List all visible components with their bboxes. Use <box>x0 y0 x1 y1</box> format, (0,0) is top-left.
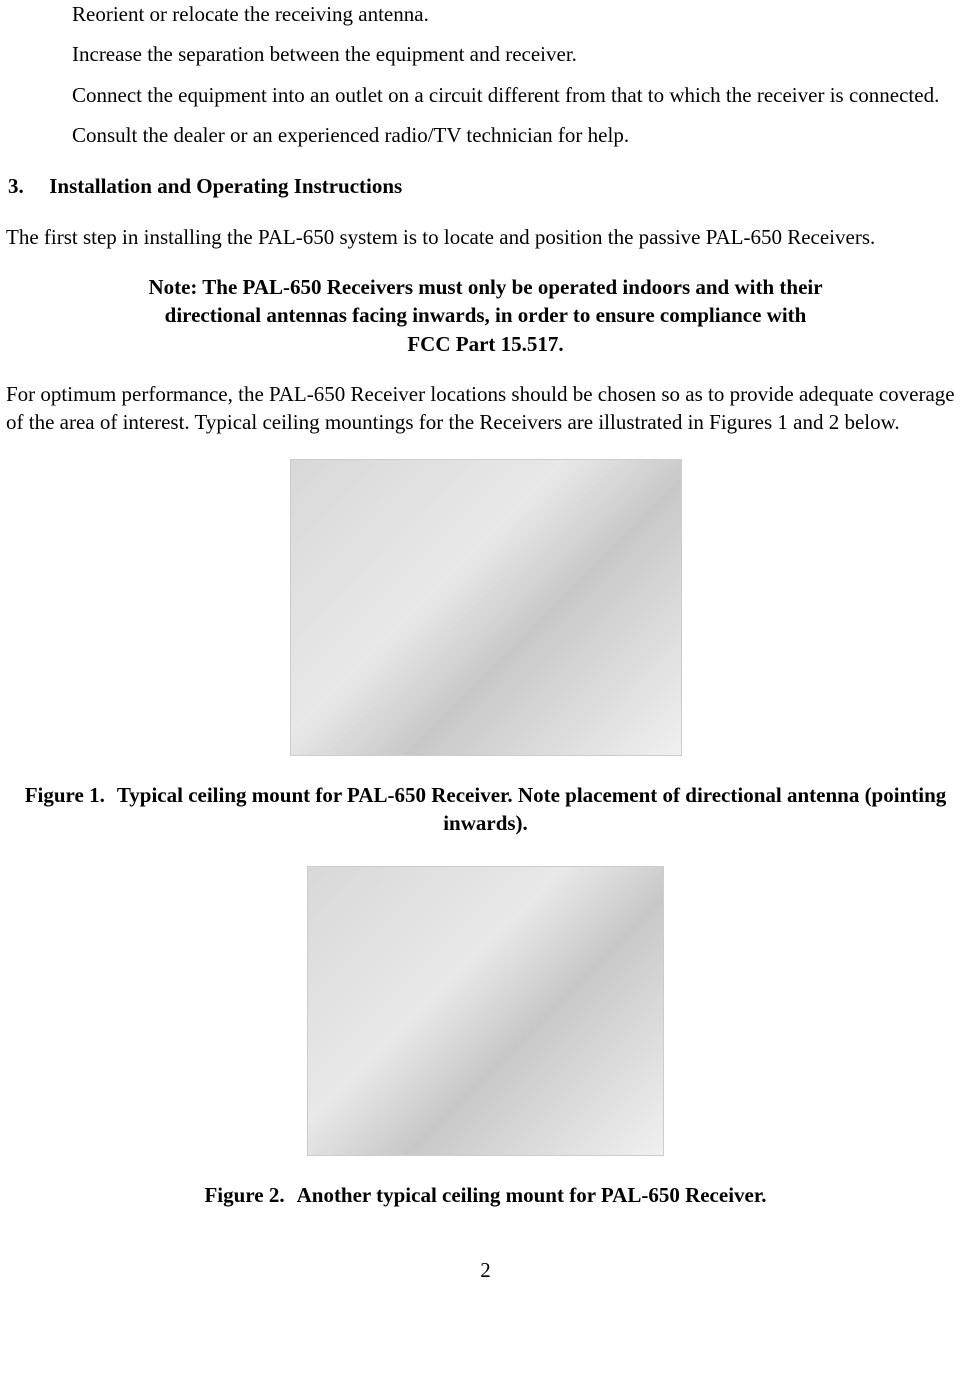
figure-1-image-wrap <box>4 459 967 763</box>
note-block: Note: The PAL-650 Receivers must only be… <box>146 273 826 358</box>
bullet-item: Consult the dealer or an experienced rad… <box>72 121 959 149</box>
figure-2-caption: Figure 2. Another typical ceiling mount f… <box>24 1181 947 1209</box>
figure-2-label: Figure 2. <box>204 1181 284 1209</box>
bullet-list: Reorient or relocate the receiving anten… <box>72 0 959 149</box>
figure-1-caption-text: Typical ceiling mount for PAL-650 Receiv… <box>117 783 946 835</box>
figure-1-image <box>290 459 682 756</box>
figure-2-caption-text: Another typical ceiling mount for PAL-65… <box>297 1183 767 1207</box>
figure-2-image <box>307 866 664 1156</box>
bullet-item: Connect the equipment into an outlet on … <box>72 81 959 109</box>
section-number: 3. <box>8 173 44 200</box>
page-number: 2 <box>4 1257 967 1284</box>
bullet-item: Reorient or relocate the receiving anten… <box>72 0 959 28</box>
figure-1-label: Figure 1. <box>25 781 105 809</box>
section-title: Installation and Operating Instructions <box>49 174 402 198</box>
figure-1-caption: Figure 1. Typical ceiling mount for PAL-6… <box>24 781 947 838</box>
document-page: Reorient or relocate the receiving anten… <box>0 0 971 1285</box>
body-paragraph: The first step in installing the PAL-650… <box>6 223 959 251</box>
figure-2-image-wrap <box>4 866 967 1163</box>
bullet-item: Increase the separation between the equi… <box>72 40 959 68</box>
body-paragraph: For optimum performance, the PAL-650 Rec… <box>6 380 959 437</box>
section-heading: 3. Installation and Operating Instructio… <box>8 173 967 200</box>
